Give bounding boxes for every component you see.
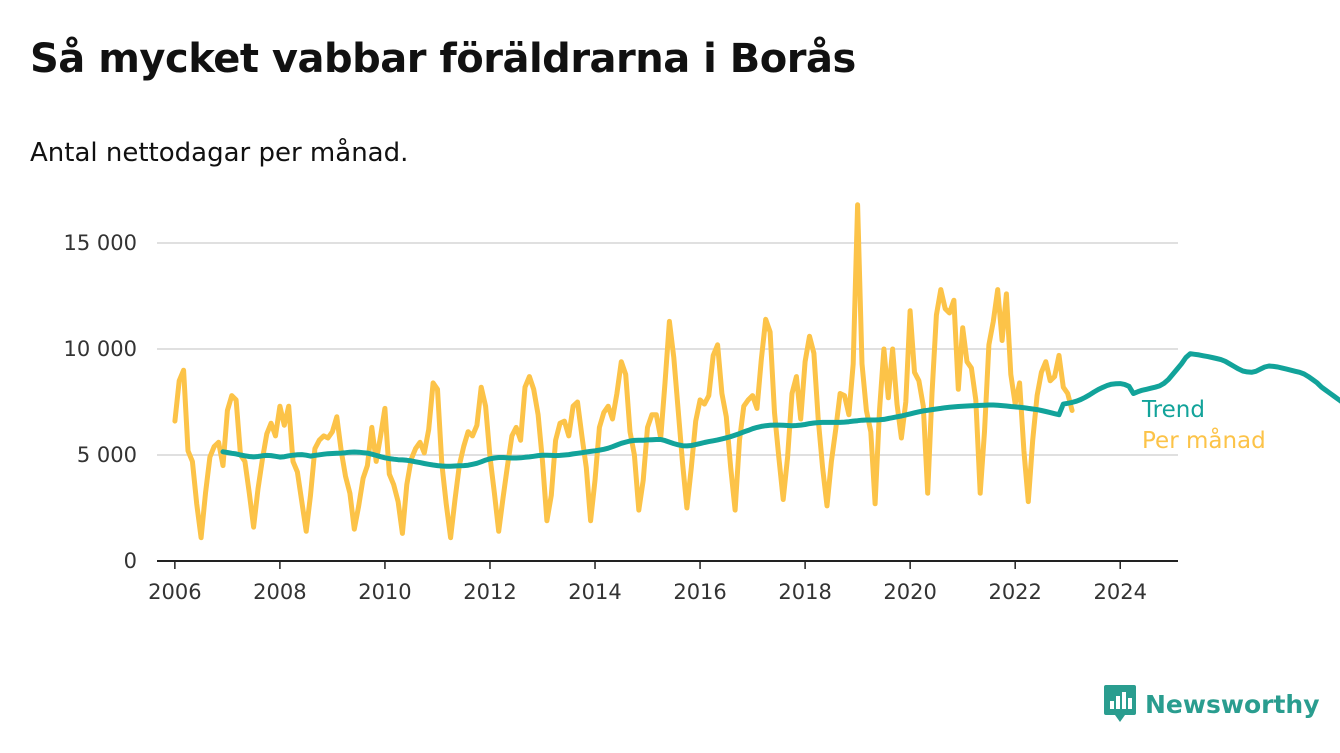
series-lines bbox=[172, 202, 1340, 541]
series-line-per-manad bbox=[172, 202, 1075, 541]
series-labels: Trend Per månad bbox=[1141, 397, 1266, 454]
axes: 0 5 000 10 000 15 000 2006 2008 2010 2012 2014 20… bbox=[64, 231, 1178, 604]
series-label-trend: Trend bbox=[1141, 397, 1205, 423]
chart-subtitle: Antal nettodagar per månad. bbox=[30, 138, 409, 168]
x-tick-label: 2006 bbox=[148, 580, 201, 604]
x-tick-label: 2008 bbox=[253, 580, 306, 604]
x-tick-label: 2020 bbox=[883, 580, 936, 604]
y-tick-label: 0 bbox=[124, 549, 137, 573]
x-tick-label: 2016 bbox=[673, 580, 726, 604]
newsworthy-logo-icon bbox=[1104, 685, 1136, 722]
y-tick-label: 15 000 bbox=[64, 231, 137, 255]
series-label-per-manad: Per månad bbox=[1142, 426, 1266, 454]
y-tick-label: 10 000 bbox=[64, 337, 137, 361]
brand-name: Newsworthy bbox=[1145, 689, 1320, 719]
x-tick-label: 2012 bbox=[463, 580, 516, 604]
series-line-trend bbox=[220, 351, 1340, 469]
x-tick-label: 2024 bbox=[1094, 580, 1147, 604]
x-tick-label: 2022 bbox=[988, 580, 1041, 604]
x-tick-label: 2014 bbox=[568, 580, 621, 604]
x-tick-label: 2010 bbox=[358, 580, 411, 604]
page-title: Så mycket vabbar föräldrarna i Borås bbox=[30, 36, 856, 82]
x-tick-label: 2018 bbox=[778, 580, 831, 604]
brand-logo: Newsworthy bbox=[1103, 684, 1320, 724]
y-tick-label: 5 000 bbox=[77, 443, 137, 467]
